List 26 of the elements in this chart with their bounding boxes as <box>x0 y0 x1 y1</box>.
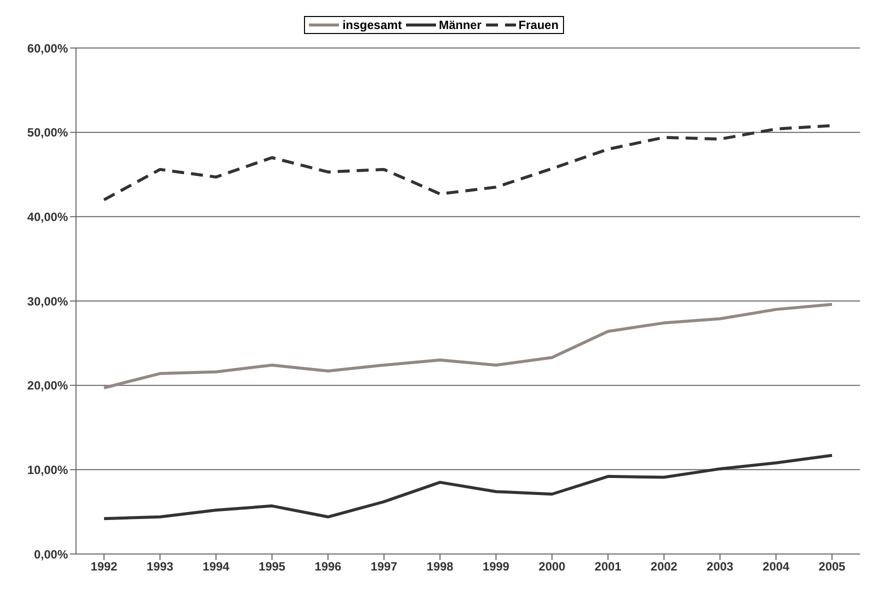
x-tick-label: 1999 <box>482 560 510 574</box>
y-tick-label: 60,00% <box>27 41 68 56</box>
x-tick-label: 2003 <box>706 560 734 574</box>
legend-label: insgesamt <box>342 18 402 32</box>
y-tick-label: 20,00% <box>27 378 68 393</box>
x-tick-label: 1993 <box>146 560 174 574</box>
x-tick-label: 1997 <box>370 560 398 574</box>
y-tick-label: 0,00% <box>34 547 68 562</box>
line-series <box>102 302 834 390</box>
y-tick-label: 30,00% <box>27 294 68 308</box>
y-tick-label: 40,00% <box>27 210 68 224</box>
y-tick-label: 10,00% <box>27 462 68 477</box>
legend-label: Frauen <box>518 18 559 32</box>
x-tick-label: 2004 <box>762 560 790 574</box>
x-tick-label: 1994 <box>202 560 230 574</box>
x-tick-label: 1995 <box>258 560 286 574</box>
x-tick-label: 2002 <box>650 560 678 574</box>
x-tick-label: 1992 <box>90 560 118 574</box>
line-series <box>102 454 834 520</box>
x-tick-label: 2001 <box>594 560 622 574</box>
y-tick-label: 50,00% <box>27 126 68 140</box>
legend-label: Männer <box>438 18 482 32</box>
x-tick-label: 1998 <box>426 560 454 574</box>
x-tick-label: 2005 <box>818 560 846 574</box>
x-tick-label: 1996 <box>314 560 342 574</box>
x-tick-label: 2000 <box>538 560 566 574</box>
